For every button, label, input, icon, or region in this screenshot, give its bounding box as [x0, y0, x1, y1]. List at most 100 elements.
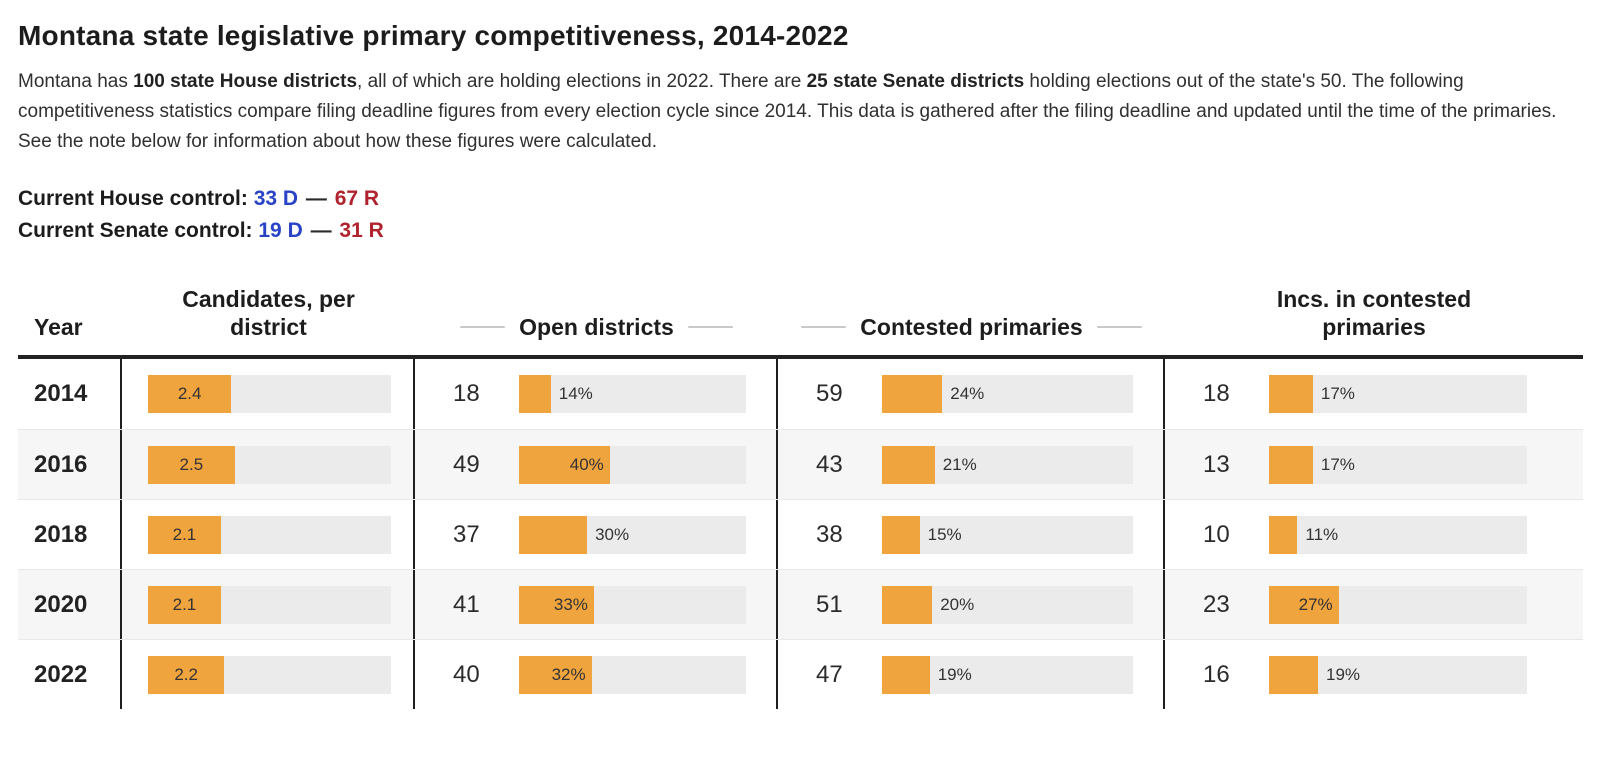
year-cell: 2014: [18, 359, 122, 429]
incs-contested-bar-fill: [1269, 445, 1313, 484]
table-row: 2020 2.1 41 33%: [18, 569, 1583, 639]
intro-text: Montana has: [18, 71, 134, 92]
open-districts-bar-track: 33%: [519, 585, 746, 624]
incs-contested-cell: 18 17%: [1165, 359, 1583, 429]
incs-contested-count: 13: [1203, 450, 1230, 478]
open-districts-bar-track: 14%: [519, 375, 746, 413]
incs-contested-bar-label: 19%: [1326, 664, 1361, 684]
incs-contested-bar-label: 17%: [1320, 454, 1355, 474]
incs-contested-bar-track: 17%: [1269, 445, 1527, 484]
year-cell: 2020: [18, 570, 122, 639]
open-districts-bar-label: 30%: [595, 524, 630, 544]
competitiveness-table: Year Candidates, per district Open distr…: [18, 285, 1583, 709]
contested-primaries-bar-label: 24%: [950, 384, 985, 403]
candidates-bar-fill: 2.1: [148, 585, 221, 624]
open-districts-cell: 40 32%: [415, 640, 778, 709]
contested-primaries-bar-fill: [882, 585, 933, 624]
year-cell: 2018: [18, 500, 122, 569]
contested-primaries-cell: 43 21%: [778, 430, 1165, 499]
contested-primaries-bar-fill: [882, 515, 920, 554]
control-summary: Current House control: 33 D — 67 R Curre…: [18, 183, 1583, 247]
header-dash-line: [687, 326, 733, 328]
intro-bold-house-districts: 100 state House districts: [133, 71, 358, 92]
column-header-incs-contested: Incs. in contested primaries: [1276, 286, 1472, 340]
column-header-open-districts: Open districts: [415, 313, 778, 341]
open-districts-bar-label: 32%: [551, 664, 586, 684]
contested-primaries-cell: 47 19%: [778, 640, 1165, 709]
contested-primaries-count: 47: [816, 660, 843, 688]
house-control-line: Current House control: 33 D — 67 R: [18, 183, 1583, 215]
candidates-bar-label: 2.1: [172, 594, 197, 614]
incs-contested-bar-fill: 27%: [1269, 585, 1339, 624]
table-header-row: Year Candidates, per district Open distr…: [18, 285, 1583, 355]
contested-primaries-cell: 51 20%: [778, 570, 1165, 639]
contested-primaries-bar-track: 21%: [882, 445, 1133, 484]
candidates-bar-fill: 2.1: [148, 515, 221, 554]
open-districts-cell: 37 30%: [415, 500, 778, 569]
open-districts-bar-label: 14%: [558, 384, 593, 403]
incs-contested-bar-track: 19%: [1269, 655, 1527, 694]
contested-primaries-cell: 59 24%: [778, 359, 1165, 429]
candidates-cell: 2.1: [122, 500, 415, 569]
table-row: 2016 2.5 49 40%: [18, 429, 1583, 499]
candidates-cell: 2.2: [122, 640, 415, 709]
column-header-contested-primaries: Contested primaries: [778, 313, 1165, 341]
table-row: 2014 2.4 18 14% 59: [18, 359, 1583, 429]
candidates-bar-fill: 2.2: [148, 655, 225, 694]
contested-primaries-count: 59: [816, 380, 843, 407]
house-dem-count: 33 D: [253, 187, 299, 210]
incs-contested-bar-track: 17%: [1269, 375, 1527, 413]
senate-rep-count: 31 R: [339, 219, 384, 242]
contested-primaries-count: 51: [816, 590, 843, 618]
incs-contested-bar-label: 17%: [1320, 384, 1355, 403]
incs-contested-bar-fill: [1269, 375, 1313, 413]
contested-primaries-bar-fill: [882, 655, 930, 694]
contested-primaries-cell: 38 15%: [778, 500, 1165, 569]
incs-contested-cell: 10 11%: [1165, 500, 1583, 569]
incs-contested-cell: 23 27%: [1165, 570, 1583, 639]
year-cell: 2022: [18, 640, 122, 709]
house-control-label: Current House control:: [18, 187, 248, 210]
open-districts-bar-track: 32%: [519, 655, 746, 694]
incs-contested-cell: 16 19%: [1165, 640, 1583, 709]
open-districts-bar-label: 33%: [553, 594, 588, 614]
contested-primaries-count: 43: [816, 450, 843, 478]
incs-contested-count: 18: [1203, 380, 1230, 407]
contested-primaries-bar-fill: [882, 445, 935, 484]
intro-text: holding elections out of the state's 50.…: [18, 71, 1557, 152]
contested-primaries-count: 38: [816, 520, 843, 548]
senate-dem-count: 19 D: [258, 219, 303, 242]
open-districts-bar-fill: 33%: [519, 585, 594, 624]
contested-primaries-bar-track: 19%: [882, 655, 1133, 694]
column-header-year: Year: [34, 314, 83, 340]
header-dash-line: [460, 326, 506, 328]
contested-primaries-bar-label: 19%: [937, 664, 972, 684]
open-districts-count: 18: [453, 380, 480, 407]
candidates-bar-track: 2.1: [148, 585, 391, 624]
incs-contested-bar-fill: [1269, 515, 1298, 554]
year-cell: 2016: [18, 430, 122, 499]
open-districts-bar-label: 40%: [569, 454, 604, 474]
candidates-bar-track: 2.4: [148, 375, 391, 413]
open-districts-bar-track: 40%: [519, 445, 746, 484]
page-title: Montana state legislative primary compet…: [18, 20, 849, 51]
candidates-bar-track: 2.1: [148, 515, 391, 554]
column-header-candidates: Candidates, per district: [182, 286, 355, 340]
incs-contested-bar-track: 11%: [1269, 515, 1527, 554]
candidates-bar-fill: 2.4: [148, 375, 232, 413]
candidates-bar-label: 2.4: [177, 384, 202, 403]
incs-contested-bar-label: 11%: [1305, 524, 1339, 544]
candidates-cell: 2.5: [122, 430, 415, 499]
open-districts-count: 49: [453, 450, 480, 478]
contested-primaries-bar-label: 20%: [940, 594, 975, 614]
incs-contested-cell: 13 17%: [1165, 430, 1583, 499]
contested-primaries-bar-label: 15%: [927, 524, 962, 544]
senate-control-line: Current Senate control: 19 D — 31 R: [18, 215, 1583, 247]
open-districts-bar-track: 30%: [519, 515, 746, 554]
candidates-cell: 2.4: [122, 359, 415, 429]
page: Montana state legislative primary compet…: [18, 20, 1583, 709]
intro-bold-senate-districts: 25 state Senate districts: [806, 71, 1025, 92]
open-districts-bar-fill: 32%: [519, 655, 592, 694]
incs-contested-bar-label: 27%: [1298, 594, 1333, 614]
candidates-bar-track: 2.2: [148, 655, 391, 694]
